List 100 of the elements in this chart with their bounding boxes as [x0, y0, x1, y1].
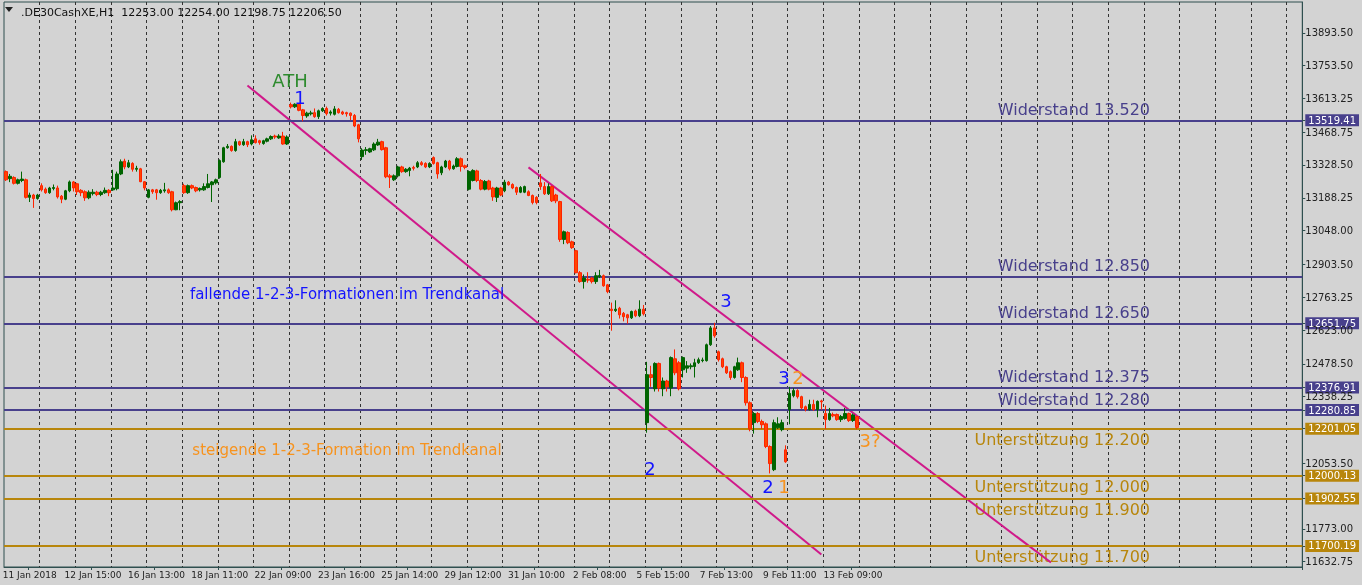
candlestick: [250, 134, 253, 146]
candlestick: [780, 419, 784, 432]
candlestick: [788, 386, 791, 425]
candlestick: [277, 133, 281, 140]
x-tick-label: 7 Feb 13:00: [699, 569, 754, 580]
candlestick: [376, 138, 380, 147]
ref-line-label: Widerstand 12.280: [997, 389, 1150, 409]
candlestick: [301, 108, 305, 122]
candlestick: [550, 185, 554, 203]
annotation: steigende 1-2-3-Formation im Trendkanal: [192, 441, 502, 459]
candlestick: [448, 159, 451, 171]
candlestick: [816, 399, 819, 418]
candlestick: [610, 302, 613, 332]
chart-title: .DE30CashXE,H1 12253.00 12254.00 12198.75 12206.50: [21, 6, 342, 19]
candlestick: [234, 138, 237, 153]
ref-line-label: Unterstützung 12.200: [974, 430, 1150, 450]
candlestick: [242, 138, 245, 147]
annotation: 3?: [859, 429, 881, 451]
candlestick: [657, 362, 661, 393]
y-tick-label: 13188.25: [1305, 192, 1353, 204]
candlestick: [614, 299, 617, 313]
candlestick: [665, 379, 669, 393]
candlestick: [566, 230, 570, 245]
candlestick: [483, 179, 487, 191]
candlestick: [630, 310, 633, 320]
x-tick-label: 2 Feb 08:00: [573, 569, 627, 580]
candlestick: [281, 131, 285, 146]
y-tick-label: 12000.13: [1308, 470, 1356, 482]
y-tick-label: 13468.75: [1305, 126, 1353, 138]
candlestick: [547, 182, 550, 196]
candlestick: [642, 304, 645, 316]
candlestick: [230, 144, 233, 153]
x-tick-label: 5 Feb 15:00: [636, 569, 690, 580]
annotation: 3: [778, 366, 790, 388]
y-tick-label: 13048.00: [1305, 225, 1353, 237]
candlestick: [87, 189, 91, 200]
candlestick: [40, 182, 43, 192]
y-tick-label: 12903.50: [1305, 258, 1353, 270]
candlestick: [586, 271, 590, 284]
candlestick: [333, 105, 336, 116]
candlestick: [254, 134, 257, 145]
candlestick: [238, 140, 241, 147]
candlestick: [147, 188, 150, 199]
candlestick: [28, 192, 31, 203]
candlestick: [337, 107, 340, 115]
candlestick: [515, 186, 518, 196]
candlestick: [808, 399, 811, 412]
annotation: 3: [720, 289, 732, 311]
candlestick: [424, 161, 427, 169]
candlestick: [325, 106, 328, 116]
candlestick: [170, 190, 174, 212]
y-tick-label: 11632.75: [1305, 556, 1353, 568]
candlestick: [626, 313, 629, 325]
y-tick-label: 12763.25: [1305, 291, 1353, 303]
candlestick: [404, 167, 408, 174]
candlestick: [645, 361, 649, 434]
candlestick: [594, 271, 598, 285]
candlestick: [198, 187, 202, 192]
candlestick: [590, 276, 594, 284]
candlestick: [582, 274, 586, 290]
candlestick: [75, 182, 79, 196]
candlestick: [317, 109, 320, 120]
candlestick: [12, 175, 16, 185]
x-tick-label: 13 Feb 09:00: [823, 569, 883, 580]
candlestick: [163, 182, 166, 194]
ref-line-label: Widerstand 12.650: [997, 302, 1150, 322]
candlestick: [91, 188, 95, 196]
candlestick: [685, 360, 689, 374]
candlestick: [638, 299, 641, 318]
candlestick: [499, 186, 503, 197]
candlestick: [562, 230, 566, 245]
candlestick: [408, 166, 411, 177]
candlestick: [372, 141, 376, 152]
y-tick-label: 12338.25: [1305, 391, 1353, 403]
candlestick: [32, 193, 35, 209]
candlestick: [713, 322, 716, 339]
candlestick: [400, 165, 404, 174]
candlestick: [428, 161, 431, 169]
candlestick: [412, 165, 415, 171]
candlestick: [847, 412, 851, 423]
candlestick: [661, 377, 665, 397]
candlestick: [729, 369, 732, 381]
y-tick-label: 12201.05: [1308, 423, 1356, 435]
candlestick: [495, 186, 499, 203]
candlestick: [535, 195, 538, 205]
annotation: 2: [762, 475, 774, 497]
x-tick-label: 31 Jan 10:00: [507, 569, 566, 580]
candlestick: [178, 199, 182, 211]
y-tick-label: 12053.50: [1305, 457, 1353, 469]
candlestick: [289, 102, 293, 109]
candlestick: [843, 407, 847, 421]
candlestick: [531, 194, 534, 205]
candlestick: [309, 110, 313, 116]
candlestick: [48, 186, 51, 195]
candlestick: [523, 185, 526, 194]
candlestick: [467, 169, 471, 191]
x-tick-label: 12 Jan 15:00: [64, 569, 122, 580]
candlestick: [52, 183, 55, 191]
y-tick-label: 11773.00: [1305, 523, 1353, 535]
candlestick: [341, 110, 344, 116]
